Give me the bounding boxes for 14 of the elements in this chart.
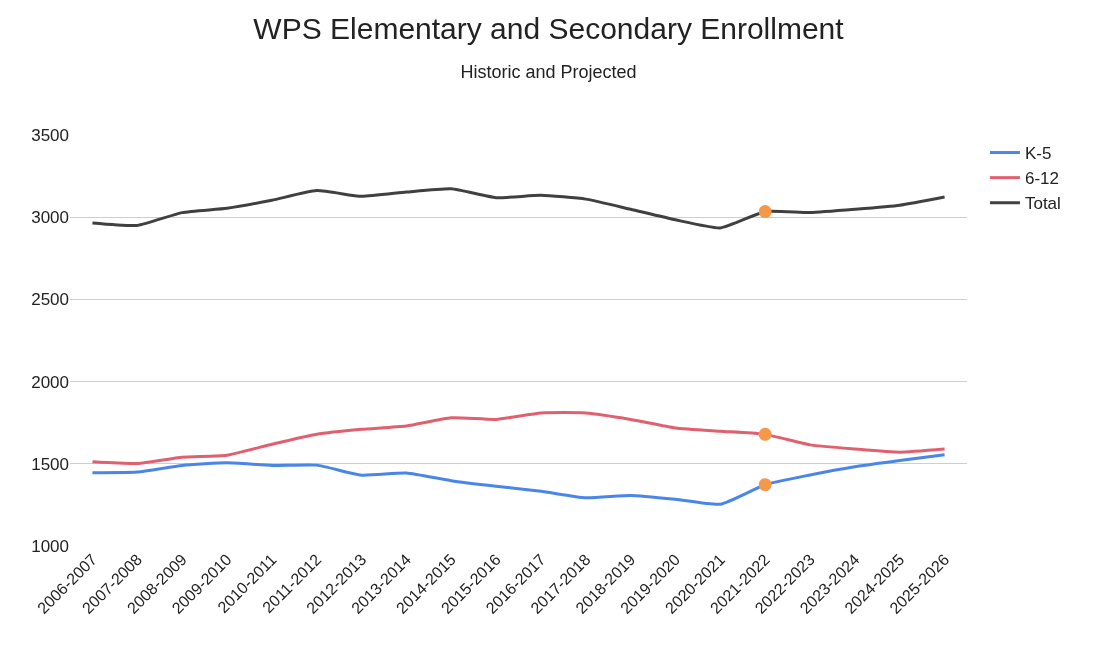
line-series: [90, 453, 947, 506]
y-tick-label: 3500: [31, 125, 69, 145]
legend-label: 6-12: [1024, 169, 1059, 189]
y-tick-label: 2000: [31, 372, 69, 392]
y-tick-label: 1000: [31, 536, 69, 556]
chart-subtitle: Historic and Projected: [460, 62, 637, 83]
y-tick-label: 3000: [31, 208, 69, 228]
line-series: [90, 411, 947, 465]
line-series: [90, 187, 947, 230]
legend-label: Total: [1024, 194, 1061, 214]
y-tick-label: 1500: [31, 454, 69, 474]
y-tick-label: 2500: [31, 290, 69, 310]
legend-label: K-5: [1024, 144, 1052, 164]
chart-title: WPS Elementary and Secondary Enrollment: [253, 12, 845, 46]
